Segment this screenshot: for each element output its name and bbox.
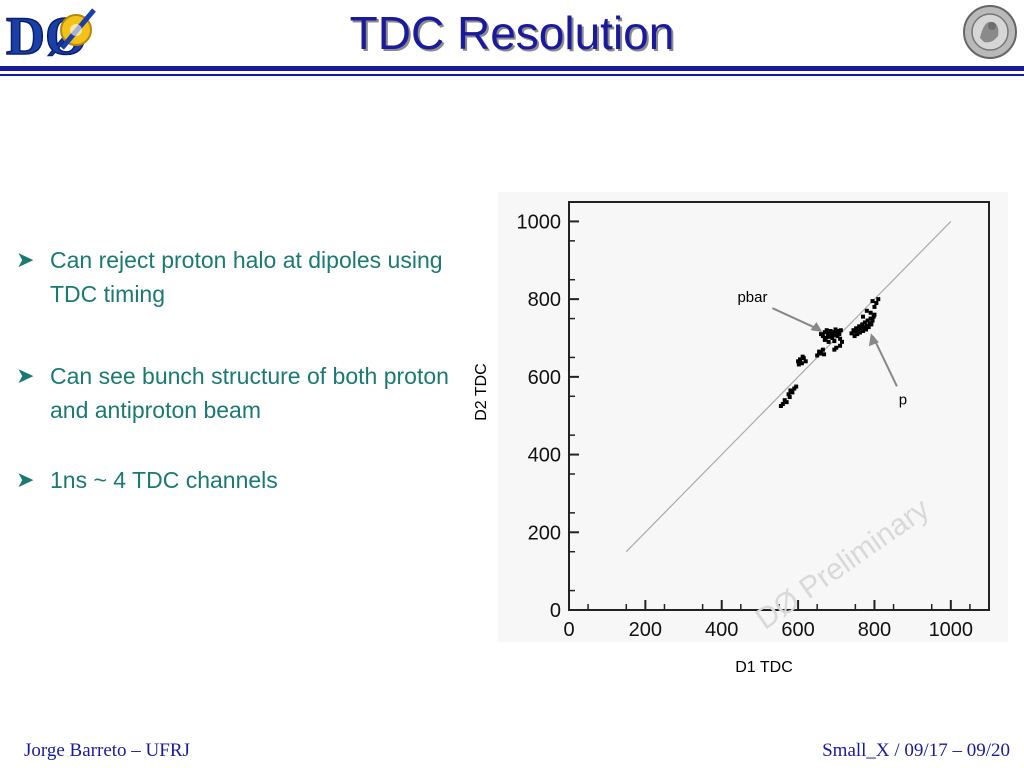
data-point	[832, 347, 837, 352]
footer-event: Small_X / 09/17 – 09/20	[822, 740, 1010, 761]
arrow-bullet-icon: ➤	[16, 363, 35, 388]
data-point	[794, 384, 799, 389]
bullet-list: ➤ Can reject proton halo at dipoles usin…	[14, 243, 474, 545]
data-point	[862, 320, 867, 325]
data-point	[824, 328, 829, 333]
arrow-bullet-icon: ➤	[16, 467, 35, 492]
data-point	[838, 336, 843, 341]
ufrj-seal-icon	[963, 5, 1017, 59]
data-point	[827, 334, 832, 339]
bullet-text: Can see bunch structure of both proton a…	[50, 363, 449, 423]
x-tick-label: 400	[705, 619, 738, 641]
data-point	[869, 322, 874, 327]
data-point	[840, 339, 844, 344]
data-point	[838, 343, 843, 348]
pbar-arrowhead	[810, 322, 823, 333]
bullet-text: 1ns ~ 4 TDC channels	[50, 467, 278, 493]
data-point	[860, 322, 865, 327]
x-axis-label: D1 TDC	[735, 659, 793, 676]
data-point	[828, 329, 833, 334]
x-tick-label: 0	[563, 619, 574, 641]
y-axis-label: D2 TDC	[473, 363, 490, 421]
data-point	[866, 325, 871, 330]
data-point	[857, 330, 862, 335]
data-point	[856, 328, 861, 333]
data-point	[826, 339, 831, 344]
pbar-arrow	[772, 307, 821, 332]
data-point	[859, 326, 864, 331]
data-point	[790, 390, 795, 395]
data-point	[784, 400, 789, 405]
data-point	[874, 301, 879, 306]
page-title: TDC Resolution	[349, 7, 675, 59]
data-point	[868, 310, 873, 315]
data-point	[834, 331, 839, 336]
header-rule-thin	[0, 74, 1024, 76]
data-point	[872, 304, 877, 309]
arrow-bullet-icon: ➤	[16, 247, 35, 272]
plot-background	[498, 192, 1008, 642]
bullet-item: ➤ Can reject proton halo at dipoles usin…	[14, 243, 474, 311]
data-point	[861, 325, 866, 330]
data-point	[820, 334, 825, 339]
data-point	[787, 395, 792, 400]
x-tick-label: 600	[781, 619, 814, 641]
data-point	[822, 337, 827, 342]
data-point	[830, 336, 835, 340]
cluster-label-p: p	[899, 391, 907, 408]
data-point	[815, 353, 820, 358]
data-point	[796, 362, 801, 367]
data-point	[822, 352, 827, 357]
data-point	[870, 318, 875, 323]
data-point	[798, 357, 802, 362]
y-tick-label: 800	[528, 289, 561, 311]
bullet-item: ➤ Can see bunch structure of both proton…	[14, 359, 474, 427]
data-point	[778, 404, 783, 408]
data-point	[865, 318, 870, 323]
data-point	[803, 359, 808, 364]
data-point	[876, 297, 881, 302]
data-point	[799, 361, 804, 366]
data-point	[833, 327, 838, 332]
data-point	[836, 329, 841, 334]
x-tick-label: 1000	[929, 619, 974, 641]
y-tick-label: 0	[550, 600, 561, 622]
bullet-text: Can reject proton halo at dipoles using …	[50, 247, 443, 307]
data-point	[864, 308, 869, 313]
data-point	[853, 329, 858, 334]
data-point	[820, 347, 825, 352]
y-tick-label: 400	[528, 445, 561, 467]
data-point	[854, 326, 859, 331]
y-tick-label: 600	[528, 367, 561, 389]
bullet-item: ➤ 1ns ~ 4 TDC channels	[14, 463, 474, 497]
footer-author: Jorge Barreto – UFRJ	[24, 740, 190, 761]
data-point	[855, 332, 860, 337]
data-point	[872, 312, 877, 317]
data-point	[861, 314, 865, 319]
y-tick-label: 200	[528, 522, 561, 544]
diagonal-line	[625, 221, 952, 553]
data-point	[849, 331, 854, 336]
x-tick-label: 200	[629, 619, 662, 641]
x-tick-label: 800	[858, 619, 891, 641]
data-point	[837, 332, 842, 337]
p-arrowhead	[868, 333, 879, 347]
header-rule-thick	[0, 66, 1024, 71]
data-point	[852, 334, 857, 339]
data-point	[861, 329, 865, 334]
data-point	[800, 354, 805, 359]
data-point	[819, 351, 823, 356]
data-point	[864, 327, 869, 332]
data-point	[826, 331, 831, 336]
data-point	[870, 299, 875, 304]
cluster-label-pbar: pbar	[737, 289, 767, 306]
data-point	[831, 330, 836, 335]
tdc-scatter-chart: 0 200 400 600 800 1000 0 200 400 600 800 1000 D1 TDC…	[473, 192, 1008, 676]
data-point	[838, 328, 843, 333]
data-point	[786, 392, 791, 397]
y-tick-label: 1000	[517, 211, 562, 233]
p-arrow	[872, 335, 898, 387]
d0-logo: DØ	[2, 2, 112, 64]
data-point	[832, 339, 837, 344]
